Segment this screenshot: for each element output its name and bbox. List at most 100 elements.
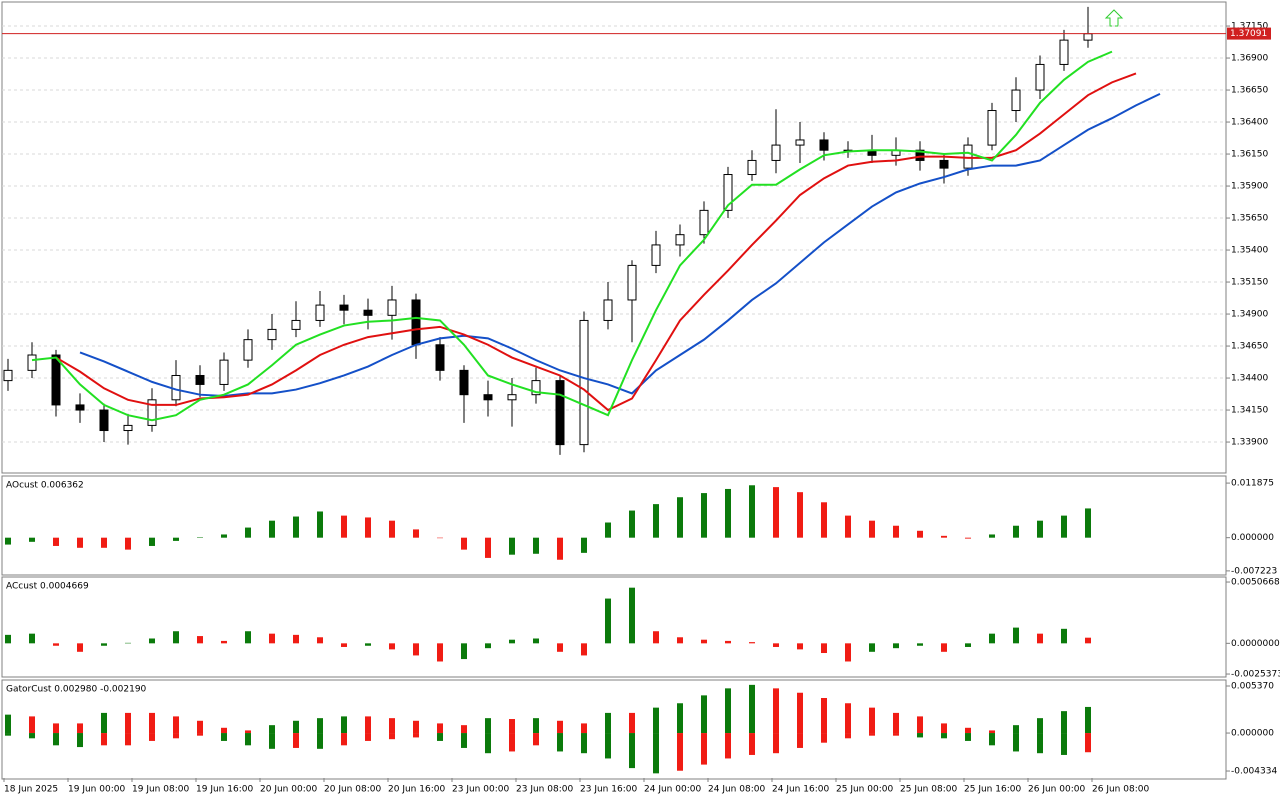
histogram-bar bbox=[149, 537, 155, 546]
gator-bar bbox=[821, 733, 827, 743]
histogram-bar bbox=[821, 643, 827, 654]
gator-bar bbox=[125, 712, 131, 734]
candle-body bbox=[147, 399, 157, 426]
y-tick-label: 1.35400 bbox=[1231, 246, 1268, 256]
histogram-bar bbox=[53, 537, 59, 546]
gator-bar bbox=[989, 730, 995, 734]
candle-body bbox=[75, 404, 85, 411]
histogram-bar bbox=[341, 515, 347, 538]
histogram-bar bbox=[605, 598, 611, 644]
x-tick-label: 20 Jun 08:00 bbox=[324, 785, 381, 795]
gator-bar bbox=[893, 712, 899, 734]
candle-body bbox=[1083, 33, 1093, 41]
y-tick-label: 1.35650 bbox=[1231, 214, 1268, 224]
histogram-bar bbox=[605, 522, 611, 538]
y-tick-label: -0.007223 bbox=[1231, 566, 1277, 576]
histogram-bar bbox=[869, 520, 875, 538]
histogram-bar bbox=[965, 537, 971, 539]
candle-body bbox=[243, 339, 253, 361]
x-tick-label: 24 Jun 00:00 bbox=[644, 785, 701, 795]
histogram-bar bbox=[317, 511, 323, 538]
gator-bar bbox=[29, 716, 35, 734]
y-tick-label: 1.34650 bbox=[1231, 342, 1268, 352]
histogram-bar bbox=[725, 640, 731, 644]
gator-bar bbox=[365, 733, 371, 741]
candle-body bbox=[267, 328, 277, 341]
x-tick-label: 25 Jun 16:00 bbox=[964, 785, 1021, 795]
gator-bar bbox=[245, 733, 251, 746]
candle-body bbox=[339, 304, 349, 311]
histogram-bar bbox=[269, 520, 275, 538]
histogram-bar bbox=[581, 643, 587, 656]
histogram-bar bbox=[989, 534, 995, 538]
x-tick-label: 23 Jun 08:00 bbox=[516, 785, 573, 795]
alligator-line bbox=[55, 72, 1137, 412]
histogram-bar bbox=[821, 502, 827, 538]
gator-bar bbox=[413, 720, 419, 734]
candle-body bbox=[315, 304, 325, 321]
histogram-bar bbox=[677, 637, 683, 644]
candle-body bbox=[531, 380, 541, 396]
gator-bar bbox=[869, 707, 875, 734]
y-tick-label: 1.36900 bbox=[1231, 54, 1268, 64]
histogram-bar bbox=[149, 638, 155, 644]
histogram-bar bbox=[245, 527, 251, 538]
y-tick-label: 0.000000 bbox=[1231, 729, 1274, 739]
gator-bar bbox=[365, 716, 371, 734]
gator-bar bbox=[629, 712, 635, 734]
histogram-bar bbox=[845, 643, 851, 662]
y-tick-label: 1.33900 bbox=[1231, 438, 1268, 448]
gator-bar bbox=[869, 733, 875, 736]
histogram-bar bbox=[629, 587, 635, 644]
y-tick-label: 1.35900 bbox=[1231, 182, 1268, 192]
candle-body bbox=[219, 359, 229, 385]
gator-bar bbox=[293, 733, 299, 748]
histogram-bar bbox=[293, 634, 299, 644]
histogram-bar bbox=[965, 643, 971, 647]
gator-bar bbox=[485, 733, 491, 754]
gator-bar bbox=[341, 716, 347, 734]
histogram-bar bbox=[197, 636, 203, 644]
y-tick-label: 1.34150 bbox=[1231, 406, 1268, 416]
gator-bar bbox=[197, 720, 203, 734]
x-tick-label: 24 Jun 08:00 bbox=[708, 785, 765, 795]
candle-body bbox=[651, 244, 661, 266]
histogram-bar bbox=[653, 504, 659, 538]
histogram-bar bbox=[1061, 515, 1067, 538]
histogram-bar bbox=[461, 643, 467, 660]
panel-title: ACcust 0.0004669 bbox=[6, 582, 89, 592]
gator-bar bbox=[797, 733, 803, 748]
histogram-bar bbox=[317, 637, 323, 644]
histogram-bar bbox=[293, 516, 299, 538]
gator-bar bbox=[1037, 718, 1043, 734]
histogram-bar bbox=[485, 537, 491, 558]
gator-bar bbox=[173, 733, 179, 739]
histogram-bar bbox=[797, 643, 803, 650]
gator-bar bbox=[53, 723, 59, 734]
gator-bar bbox=[5, 714, 11, 734]
gator-bar bbox=[605, 712, 611, 734]
gator-bar bbox=[53, 733, 59, 746]
panel-frame bbox=[1, 475, 1227, 576]
gator-bar bbox=[677, 733, 683, 771]
histogram-bar bbox=[173, 631, 179, 644]
y-tick-label: 1.34400 bbox=[1231, 374, 1268, 384]
candle-body bbox=[963, 144, 973, 169]
x-tick-label: 18 Jun 2025 bbox=[4, 785, 58, 795]
gator-bar bbox=[653, 733, 659, 774]
histogram-bar bbox=[125, 642, 131, 644]
y-tick-label: 1.35150 bbox=[1231, 278, 1268, 288]
gator-bar bbox=[629, 733, 635, 769]
gator-bar bbox=[221, 733, 227, 741]
histogram-bar bbox=[389, 643, 395, 650]
gator-bar bbox=[317, 733, 323, 749]
gator-bar bbox=[701, 733, 707, 765]
candle-body bbox=[627, 264, 637, 301]
gator-bar bbox=[437, 723, 443, 734]
candle-body bbox=[555, 380, 565, 446]
alligator-line bbox=[79, 92, 1161, 397]
histogram-bar bbox=[989, 633, 995, 644]
histogram-bar bbox=[29, 537, 35, 542]
gator-bar bbox=[797, 692, 803, 734]
y-tick-label: 0.011875 bbox=[1231, 479, 1274, 489]
